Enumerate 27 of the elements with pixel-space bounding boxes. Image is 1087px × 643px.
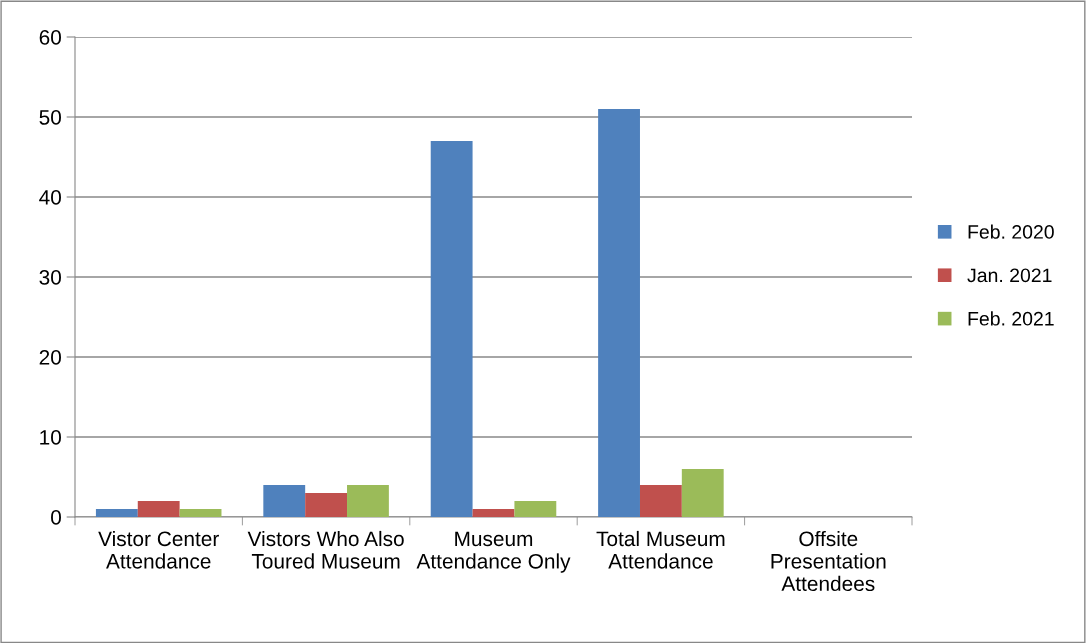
y-tick-label: 20 bbox=[39, 350, 61, 365]
x-tick-label: Offsite Presentation Attendees bbox=[771, 530, 886, 592]
x-tick-label: Museum Attendance Only bbox=[416, 531, 571, 573]
legend-label: Feb. 2020 bbox=[968, 224, 1054, 239]
bar bbox=[639, 485, 682, 517]
y-tick-label: 50 bbox=[39, 110, 61, 125]
x-tick-label: Total Museum Attendance bbox=[596, 530, 725, 569]
bar bbox=[430, 141, 473, 517]
bar bbox=[179, 509, 222, 517]
legend-label: Feb. 2021 bbox=[968, 311, 1054, 326]
bar bbox=[598, 109, 640, 517]
y-tick-label: 0 bbox=[51, 510, 61, 525]
bar bbox=[305, 493, 348, 517]
y-tick-label: 60 bbox=[39, 30, 61, 45]
bar bbox=[137, 501, 180, 517]
bar bbox=[514, 501, 557, 517]
bar bbox=[347, 485, 389, 517]
bar bbox=[95, 509, 138, 517]
bar bbox=[263, 485, 306, 517]
y-tick-label: 30 bbox=[39, 270, 61, 285]
y-tick-label: 40 bbox=[39, 190, 61, 205]
x-tick-label: Vistor Center Attendance bbox=[98, 530, 219, 569]
bar bbox=[681, 469, 724, 517]
y-tick-label: 10 bbox=[40, 430, 61, 445]
x-tick-label: Vistors Who Also Toured Museum bbox=[247, 530, 404, 569]
bar bbox=[472, 509, 515, 517]
legend-label: Jan. 2021 bbox=[967, 268, 1052, 283]
